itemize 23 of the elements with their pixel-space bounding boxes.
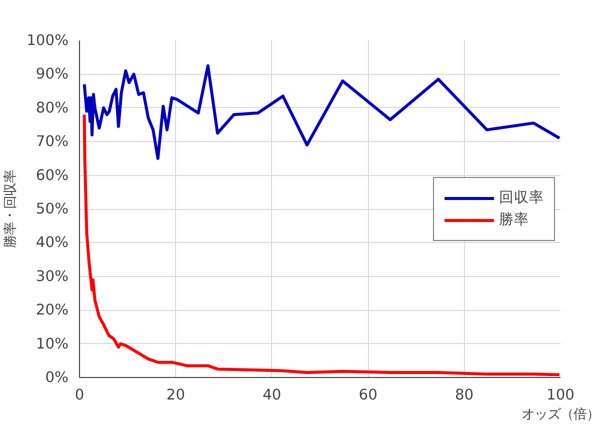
y-tick-label: 70% bbox=[36, 133, 69, 150]
y-tick-label: 20% bbox=[36, 302, 69, 319]
y-tick-label: 100% bbox=[26, 32, 69, 49]
x-tick-label: 80 bbox=[454, 386, 474, 404]
x-axis-title: オッズ（倍） bbox=[522, 408, 600, 422]
y-tick-label: 60% bbox=[36, 166, 69, 184]
y-axis-title: 勝率・回収率 bbox=[2, 170, 19, 248]
x-tick-label: 0 bbox=[74, 386, 84, 404]
y-tick-label: 40% bbox=[36, 234, 69, 252]
x-tick-label: 40 bbox=[262, 386, 282, 404]
legend-label: 勝率 bbox=[499, 210, 529, 229]
x-tick-label: 20 bbox=[166, 386, 186, 404]
y-tick-label: 80% bbox=[36, 99, 69, 116]
x-tick-label: 100 bbox=[546, 386, 574, 404]
line-series bbox=[82, 64, 560, 160]
line-series bbox=[82, 113, 560, 376]
y-tick-label: 30% bbox=[36, 268, 69, 285]
y-tick-label: 0% bbox=[45, 369, 69, 386]
legend-label: 回収率 bbox=[499, 188, 544, 207]
x-tick-label: 60 bbox=[358, 386, 378, 404]
y-tick-label: 90% bbox=[36, 66, 69, 83]
y-tick-label: 10% bbox=[36, 335, 69, 352]
y-tick-label: 50% bbox=[36, 200, 69, 218]
